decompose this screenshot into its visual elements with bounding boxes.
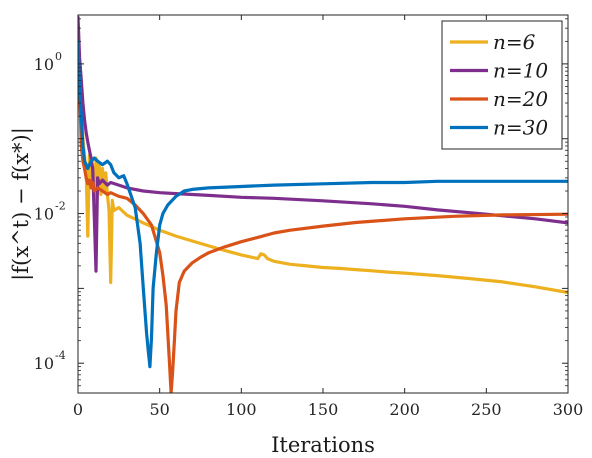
y-tick-label: 10	[34, 55, 54, 74]
legend-label-1: n=6	[493, 30, 536, 54]
series-line-2	[78, 15, 568, 273]
series-layer	[78, 15, 568, 393]
x-axis-title: Iterations	[271, 433, 375, 457]
x-tick-label: 100	[226, 400, 257, 419]
series-line-4	[78, 39, 568, 369]
legend: n=6 n=10 n=20 n=30	[441, 20, 563, 150]
y-tick-exponent: 0	[55, 50, 62, 63]
series-line-1	[78, 49, 568, 295]
y-tick-exponent: -4	[55, 349, 66, 362]
x-tick-label: 150	[308, 400, 339, 419]
x-tick-label: 0	[73, 400, 83, 419]
legend-label-4: n=30	[493, 116, 548, 140]
x-tick-label: 50	[149, 400, 169, 419]
y-tick-label: 10	[34, 205, 54, 224]
series-line-3	[78, 49, 568, 393]
y-tick-exponent: -2	[55, 200, 66, 213]
y-tick-label: 10	[34, 354, 54, 373]
x-tick-label: 200	[389, 400, 420, 419]
legend-label-3: n=20	[493, 87, 548, 111]
y-axis-title: |f(x^t) − f(x*)|	[9, 127, 34, 281]
x-tick-label: 300	[553, 400, 584, 419]
legend-label-2: n=10	[493, 59, 548, 83]
x-tick-label: 250	[471, 400, 502, 419]
